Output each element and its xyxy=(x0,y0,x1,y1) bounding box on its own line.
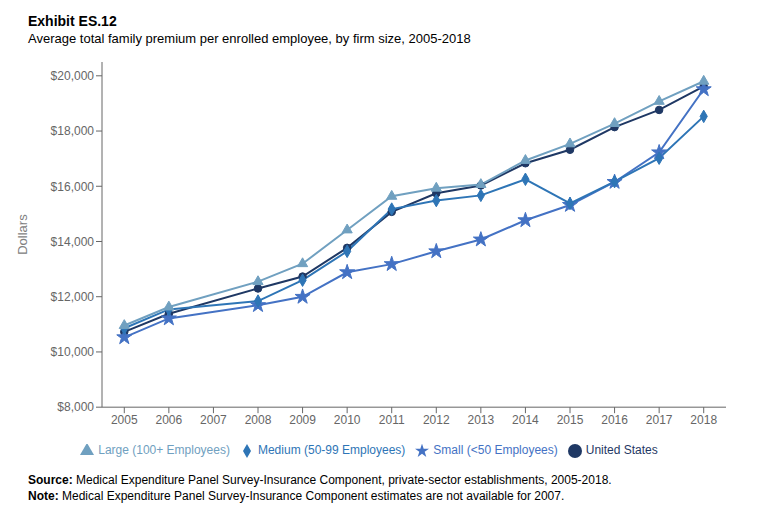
svg-text:$10,000: $10,000 xyxy=(51,345,95,359)
svg-text:2005: 2005 xyxy=(111,413,138,427)
svg-text:$20,000: $20,000 xyxy=(51,69,95,83)
html-text:United States: United States xyxy=(585,443,658,458)
html-text:Source: Medical Expenditure Pa: Source: Medical Expenditure Panel Survey… xyxy=(28,473,612,487)
svg-text:2008: 2008 xyxy=(245,413,272,427)
svg-text:2014: 2014 xyxy=(512,413,539,427)
svg-text:2017: 2017 xyxy=(646,413,673,427)
svg-text:$14,000: $14,000 xyxy=(51,235,95,249)
html-text:Note: Medical Expenditure Pane: Note: Medical Expenditure Panel Survey-I… xyxy=(28,489,565,503)
svg-text:2010: 2010 xyxy=(334,413,361,427)
html-text:Average total family premium p: Average total family premium per enrolle… xyxy=(28,31,471,46)
svg-text:$16,000: $16,000 xyxy=(51,180,95,194)
svg-text:2012: 2012 xyxy=(423,413,450,427)
html-text:Exhibit ES.12: Exhibit ES.12 xyxy=(28,13,117,29)
svg-text:$8,000: $8,000 xyxy=(57,400,94,414)
html-text:Medium (50-99 Employees): Medium (50-99 Employees) xyxy=(258,443,406,458)
svg-text:2016: 2016 xyxy=(601,413,628,427)
svg-text:2007: 2007 xyxy=(200,413,227,427)
svg-text:2015: 2015 xyxy=(557,413,584,427)
svg-text:2011: 2011 xyxy=(379,413,405,427)
svg-text:2018: 2018 xyxy=(690,413,717,427)
svg-text:2013: 2013 xyxy=(468,413,495,427)
svg-text:2006: 2006 xyxy=(156,413,183,427)
html-text:Large (100+ Employees): Large (100+ Employees) xyxy=(98,443,230,458)
svg-text:$12,000: $12,000 xyxy=(51,290,95,304)
svg-text:Dollars: Dollars xyxy=(15,214,30,255)
html-text:Small (<50 Employees): Small (<50 Employees) xyxy=(433,443,558,458)
svg-text:$18,000: $18,000 xyxy=(51,124,95,138)
svg-text:2009: 2009 xyxy=(289,413,316,427)
